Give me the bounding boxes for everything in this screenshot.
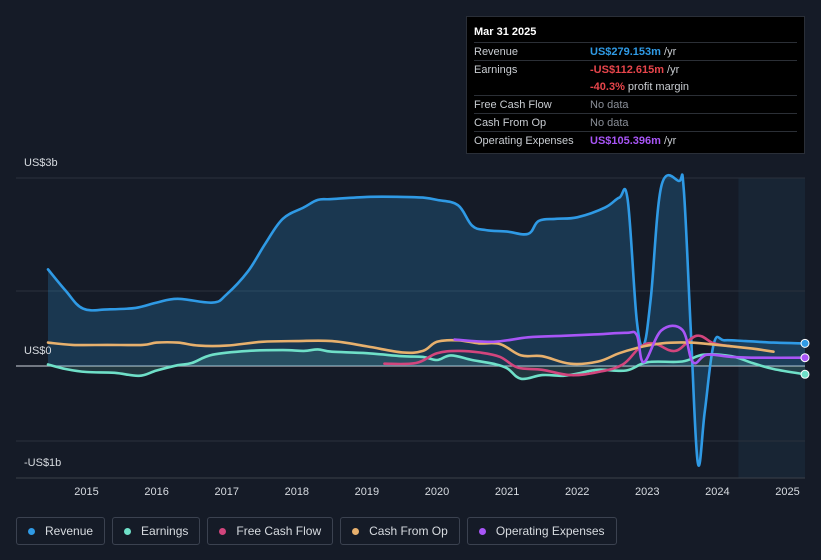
legend-dot-icon [28, 527, 35, 535]
y-tick-label: -US$1b [24, 457, 61, 469]
chart: US$3b US$0 -US$1b 2015 2016 2017 2018 2019 2020 2… [16, 157, 810, 498]
tooltip-row-label: Operating Expenses [474, 134, 574, 147]
tooltip-row-label: Free Cash Flow [474, 98, 552, 111]
x-tick-label: 2018 [285, 486, 309, 498]
legend-label: Revenue [45, 524, 94, 538]
tooltip-row: Earnings -US$112.615m /yr [474, 60, 797, 78]
y-tick-label: US$3b [24, 157, 58, 169]
x-tick-label: 2021 [495, 486, 519, 498]
x-tick-label: 2025 [775, 486, 799, 498]
tooltip-row: Cash From Op No data [474, 113, 797, 131]
revenue-end-marker [800, 338, 810, 348]
x-tick-label: 2019 [355, 486, 379, 498]
operating-expenses-line [453, 324, 807, 365]
x-tick-label: 2022 [565, 486, 589, 498]
tooltip-row-value: US$105.396m /yr [590, 134, 677, 147]
tooltip-row: Operating Expenses US$105.396m /yr [474, 131, 797, 149]
tooltip-row: Revenue US$279.153m /yr [474, 42, 797, 60]
legend-label: Operating Expenses [495, 524, 605, 538]
legend-label: Free Cash Flow [236, 524, 322, 538]
tooltip-row-label: Revenue [474, 45, 519, 58]
tooltip-panel: Mar 31 2025 Revenue US$279.153m /yr Earnin… [466, 16, 805, 154]
x-tick-label: 2016 [144, 486, 168, 498]
tooltip-row-label: Cash From Op [474, 116, 547, 129]
revenue-line [46, 173, 807, 467]
earnings-line [46, 348, 807, 381]
legend-dot-icon [352, 527, 360, 535]
legend-item-free-cash-flow[interactable]: Free Cash Flow [207, 517, 334, 545]
legend-item-operating-expenses[interactable]: Operating Expenses [466, 517, 617, 545]
operating-expenses-end-marker [800, 353, 810, 363]
legend-item-earnings[interactable]: Earnings [112, 517, 201, 545]
legend-item-revenue[interactable]: Revenue [16, 517, 106, 545]
legend-dot-icon [219, 527, 227, 535]
legend-item-cash-from-op[interactable]: Cash From Op [340, 517, 460, 545]
forecast-region [738, 178, 805, 478]
y-tick-label: US$0 [24, 345, 52, 357]
tooltip-row-value: No data [590, 98, 629, 111]
legend: Revenue Earnings Free Cash Flow Cash From O… [16, 517, 617, 545]
legend-dot-icon [478, 527, 486, 535]
tooltip-row: -40.3% profit margin [474, 78, 797, 95]
tooltip-row-label: Earnings [474, 63, 518, 76]
cash-from-op-line [46, 338, 775, 366]
x-tick-label: 2020 [425, 486, 449, 498]
revenue-area [48, 174, 805, 466]
tooltip-row-value: No data [590, 116, 629, 129]
legend-label: Cash From Op [369, 524, 448, 538]
x-tick-label: 2023 [635, 486, 659, 498]
tooltip-row: Free Cash Flow No data [474, 95, 797, 113]
tooltip-row-value: -40.3% profit margin [590, 80, 690, 93]
free-cash-flow-line [383, 334, 733, 377]
legend-label: Earnings [141, 524, 189, 538]
legend-dot-icon [124, 527, 132, 535]
x-tick-label: 2024 [705, 486, 729, 498]
x-tick-label: 2015 [74, 486, 98, 498]
tooltip-row-value: US$279.153m /yr [590, 45, 677, 58]
earnings-area [48, 349, 805, 380]
x-tick-label: 2017 [214, 486, 238, 498]
tooltip-row-value: -US$112.615m /yr [590, 63, 680, 76]
tooltip-date: Mar 31 2025 [474, 26, 537, 38]
earnings-end-marker [800, 369, 810, 379]
